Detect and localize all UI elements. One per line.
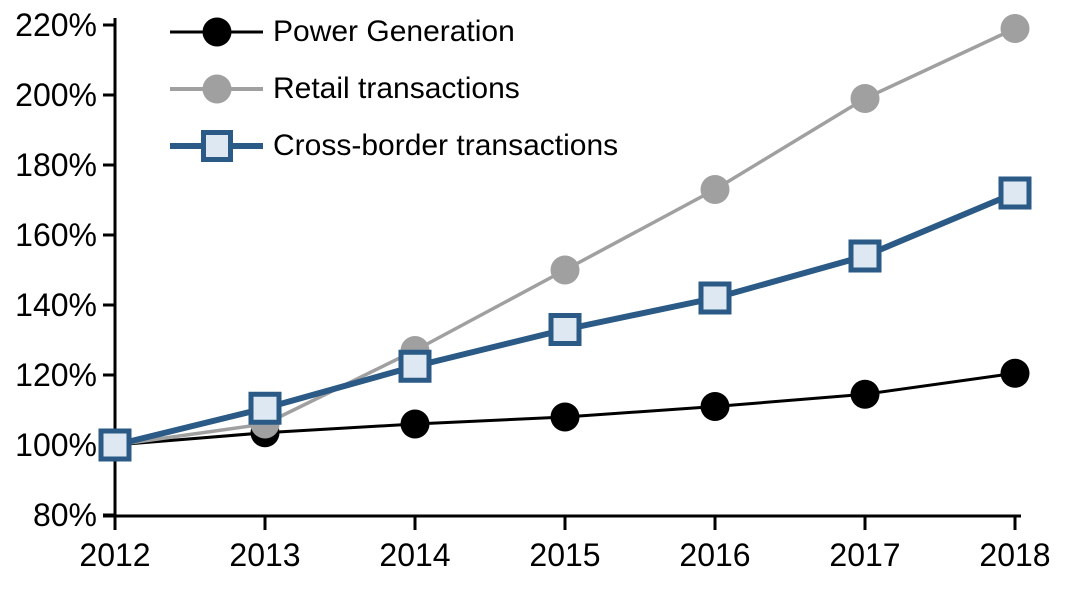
x-tick-label: 2018 (979, 537, 1050, 573)
data-point-cross-border-transactions-2018 (998, 176, 1032, 210)
y-tick-label: 100% (15, 427, 97, 463)
circle-marker-icon (202, 74, 231, 103)
x-tick-label: 2012 (79, 537, 150, 573)
legend-marker-cross-border-transactions (170, 128, 263, 164)
data-point-power-generation-2017 (850, 379, 880, 409)
data-point-power-generation-2018 (1000, 358, 1030, 388)
data-point-retail-transactions-2018 (1000, 14, 1030, 43)
y-tick-label: 200% (15, 77, 97, 113)
x-tick-label: 2016 (679, 537, 750, 573)
legend-marker-retail-transactions (170, 71, 263, 107)
data-point-cross-border-transactions-2012 (98, 428, 132, 462)
square-marker-icon (200, 129, 233, 162)
x-tick-label: 2015 (529, 537, 600, 573)
y-tick-label: 140% (15, 287, 97, 323)
legend-item-retail-transactions: Retail transactions (170, 60, 618, 117)
data-point-cross-border-transactions-2013 (248, 391, 282, 425)
y-tick-label: 180% (15, 147, 97, 183)
data-point-cross-border-transactions-2015 (548, 313, 582, 346)
y-tick-label: 80% (33, 497, 97, 533)
legend-label-power-generation: Power Generation (273, 14, 515, 48)
y-tick-label: 160% (15, 217, 97, 253)
circle-marker-icon (202, 17, 231, 46)
x-tick-label: 2014 (379, 537, 450, 573)
legend-item-power-generation: Power Generation (170, 3, 618, 60)
data-point-cross-border-transactions-2014 (398, 349, 432, 383)
data-point-power-generation-2015 (550, 402, 580, 432)
x-tick-label: 2013 (229, 537, 300, 573)
legend-item-cross-border-transactions: Cross-border transactions (170, 117, 618, 174)
data-point-retail-transactions-2015 (550, 255, 580, 285)
legend-marker-power-generation (170, 14, 263, 50)
data-point-retail-transactions-2016 (700, 175, 730, 204)
chart-legend: Power Generation Retail transactions Cro… (170, 3, 618, 174)
data-point-cross-border-transactions-2016 (698, 281, 732, 315)
legend-label-cross-border-transactions: Cross-border transactions (273, 128, 619, 162)
legend-label-retail-transactions: Retail transactions (273, 71, 520, 105)
data-point-power-generation-2014 (400, 409, 430, 439)
y-tick-label: 120% (15, 357, 97, 393)
y-tick-label: 220% (15, 7, 97, 43)
x-tick-label: 2017 (829, 537, 900, 573)
data-point-power-generation-2016 (700, 392, 730, 421)
data-point-retail-transactions-2017 (850, 84, 880, 113)
data-point-cross-border-transactions-2017 (848, 239, 882, 273)
